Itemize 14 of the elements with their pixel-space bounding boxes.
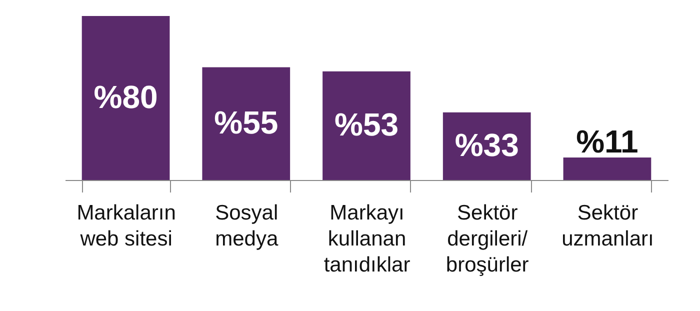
x-tick-label: Sektör uzmanları — [562, 202, 654, 250]
bar — [202, 67, 290, 180]
data-label: %33 — [454, 127, 519, 164]
data-label: %53 — [334, 106, 399, 143]
data-label: %80 — [94, 79, 158, 115]
x-tick-label: Markayı kullanan tanıdıklar — [324, 202, 410, 276]
x-tick-label: Sosyal medya — [215, 202, 278, 250]
x-tick-label: Markaların web sitesi — [76, 202, 176, 250]
x-tick-label: Sektör dergileri/ broşürler — [446, 202, 529, 276]
bar — [563, 157, 652, 180]
data-label: %55 — [214, 104, 278, 141]
bar — [82, 16, 170, 180]
bar — [322, 71, 410, 180]
data-label: %11 — [576, 124, 638, 160]
